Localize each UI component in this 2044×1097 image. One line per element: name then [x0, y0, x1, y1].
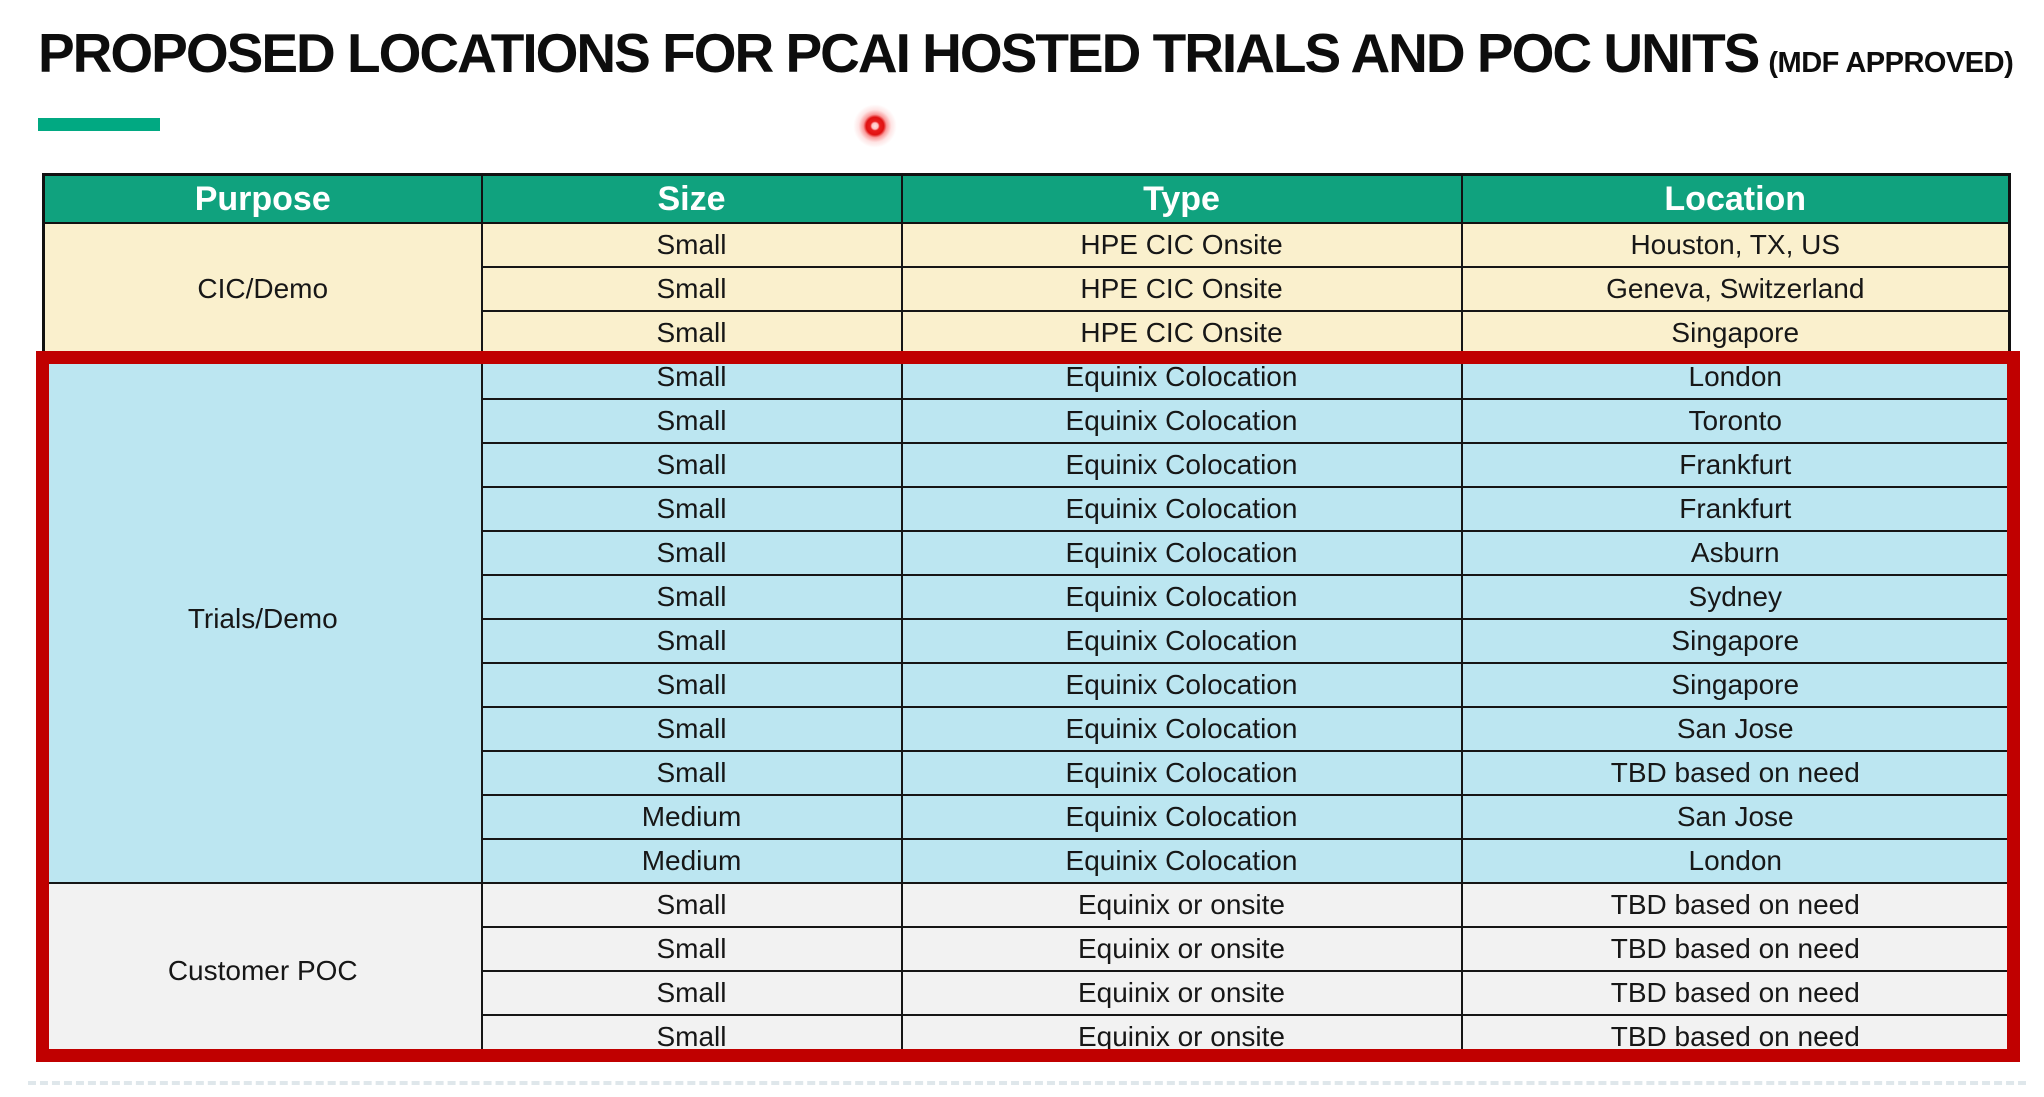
- column-header-type: Type: [900, 173, 1463, 224]
- table-row: Small Equinix Colocation Frankfurt: [44, 486, 2011, 532]
- type-cell: Equinix Colocation: [900, 750, 1463, 796]
- purpose-cell: CIC/Demo: [42, 222, 483, 356]
- type-cell: HPE CIC Onsite: [900, 222, 1463, 268]
- type-cell: Equinix Colocation: [900, 662, 1463, 708]
- table-row: Small Equinix or onsite TBD based on need: [44, 926, 2011, 972]
- header-row: Purpose Size Type Location: [42, 173, 2011, 224]
- page-title-main: PROPOSED LOCATIONS FOR PCAI HOSTED TRIAL…: [38, 22, 1760, 84]
- type-cell: Equinix Colocation: [900, 838, 1463, 884]
- location-cell: London: [1460, 838, 2011, 884]
- type-cell: Equinix or onsite: [900, 970, 1463, 1016]
- locations-table: Purpose Size Type Location CIC/Demo Small…: [42, 173, 2011, 1061]
- bottom-dashed-artifact-line: [28, 1081, 2026, 1085]
- page-title-suffix: (MDF APPROVED): [1768, 47, 2014, 79]
- table-row: Small Equinix Colocation TBD based on need: [44, 750, 2011, 796]
- size-cell: Small: [480, 442, 903, 488]
- size-cell: Small: [480, 706, 903, 752]
- size-cell: Small: [480, 1014, 903, 1061]
- size-cell: Small: [480, 530, 903, 576]
- type-cell: Equinix Colocation: [900, 354, 1463, 400]
- table-row: Small Equinix Colocation San Jose: [44, 706, 2011, 752]
- column-header-location: Location: [1460, 173, 2011, 224]
- type-cell: Equinix or onsite: [900, 926, 1463, 972]
- table-row: Small Equinix Colocation Asburn: [44, 530, 2011, 576]
- type-cell: Equinix Colocation: [900, 618, 1463, 664]
- table-row: Small Equinix Colocation Singapore: [44, 618, 2011, 664]
- location-cell: Singapore: [1460, 310, 2011, 356]
- size-cell: Small: [480, 354, 903, 400]
- location-cell: TBD based on need: [1460, 970, 2011, 1016]
- laser-pointer-dot: [851, 102, 899, 150]
- size-cell: Small: [480, 662, 903, 708]
- location-cell: San Jose: [1460, 706, 2011, 752]
- size-cell: Small: [480, 574, 903, 620]
- type-cell: Equinix Colocation: [900, 442, 1463, 488]
- table-row: Trials/Demo Small Equinix Colocation London: [42, 354, 2011, 884]
- size-cell: Small: [480, 970, 903, 1016]
- location-cell: Houston, TX, US: [1460, 222, 2011, 268]
- type-cell: Equinix or onsite: [900, 1014, 1463, 1061]
- table-row: Small Equinix Colocation Frankfurt: [44, 442, 2011, 488]
- table-row: Small HPE CIC Onsite Geneva, Switzerland: [44, 266, 2011, 312]
- location-cell: Frankfurt: [1460, 486, 2011, 532]
- type-cell: Equinix Colocation: [900, 706, 1463, 752]
- column-header-size: Size: [480, 173, 903, 224]
- table-row: Medium Equinix Colocation San Jose: [44, 794, 2011, 840]
- location-cell: Singapore: [1460, 662, 2011, 708]
- table-row: Small Equinix Colocation Singapore: [44, 662, 2011, 708]
- size-cell: Small: [480, 310, 903, 356]
- type-cell: Equinix Colocation: [900, 486, 1463, 532]
- type-cell: Equinix Colocation: [900, 574, 1463, 620]
- table-row: Small Equinix Colocation Sydney: [44, 574, 2011, 620]
- type-cell: Equinix Colocation: [900, 398, 1463, 444]
- type-cell: HPE CIC Onsite: [900, 266, 1463, 312]
- column-header-purpose: Purpose: [42, 173, 483, 224]
- table-row: Medium Equinix Colocation London: [44, 838, 2011, 884]
- table-row: Small Equinix Colocation Toronto: [44, 398, 2011, 444]
- table-row: Small HPE CIC Onsite Singapore: [44, 310, 2011, 356]
- size-cell: Small: [480, 398, 903, 444]
- location-cell: TBD based on need: [1460, 750, 2011, 796]
- purpose-cell: Trials/Demo: [42, 354, 483, 884]
- type-cell: HPE CIC Onsite: [900, 310, 1463, 356]
- location-cell: TBD based on need: [1460, 882, 2011, 928]
- title-accent-underline: [38, 118, 160, 131]
- size-cell: Medium: [480, 794, 903, 840]
- location-cell: Frankfurt: [1460, 442, 2011, 488]
- size-cell: Small: [480, 266, 903, 312]
- table-row: Small Equinix or onsite TBD based on need: [44, 970, 2011, 1016]
- size-cell: Small: [480, 618, 903, 664]
- table-row: Customer POC Small Equinix or onsite TBD ba…: [42, 882, 2011, 1061]
- location-cell: TBD based on need: [1460, 926, 2011, 972]
- location-cell: San Jose: [1460, 794, 2011, 840]
- type-cell: Equinix or onsite: [900, 882, 1463, 928]
- size-cell: Small: [480, 222, 903, 268]
- locations-table-wrap: Purpose Size Type Location CIC/Demo Small…: [42, 173, 2011, 1061]
- location-cell: London: [1460, 354, 2011, 400]
- location-cell: Toronto: [1460, 398, 2011, 444]
- type-cell: Equinix Colocation: [900, 530, 1463, 576]
- type-cell: Equinix Colocation: [900, 794, 1463, 840]
- size-cell: Small: [480, 926, 903, 972]
- size-cell: Small: [480, 882, 903, 928]
- purpose-cell: Customer POC: [42, 882, 483, 1061]
- location-cell: Sydney: [1460, 574, 2011, 620]
- page-title: PROPOSED LOCATIONS FOR PCAI HOSTED TRIAL…: [38, 22, 2014, 85]
- size-cell: Medium: [480, 838, 903, 884]
- location-cell: TBD based on need: [1460, 1014, 2011, 1061]
- location-cell: Asburn: [1460, 530, 2011, 576]
- table-body: CIC/Demo Small HPE CIC Onsite Houston, TX, …: [42, 222, 2011, 1061]
- size-cell: Small: [480, 750, 903, 796]
- size-cell: Small: [480, 486, 903, 532]
- table-row: CIC/Demo Small HPE CIC Onsite Houston, TX, …: [42, 222, 2011, 356]
- location-cell: Geneva, Switzerland: [1460, 266, 2011, 312]
- location-cell: Singapore: [1460, 618, 2011, 664]
